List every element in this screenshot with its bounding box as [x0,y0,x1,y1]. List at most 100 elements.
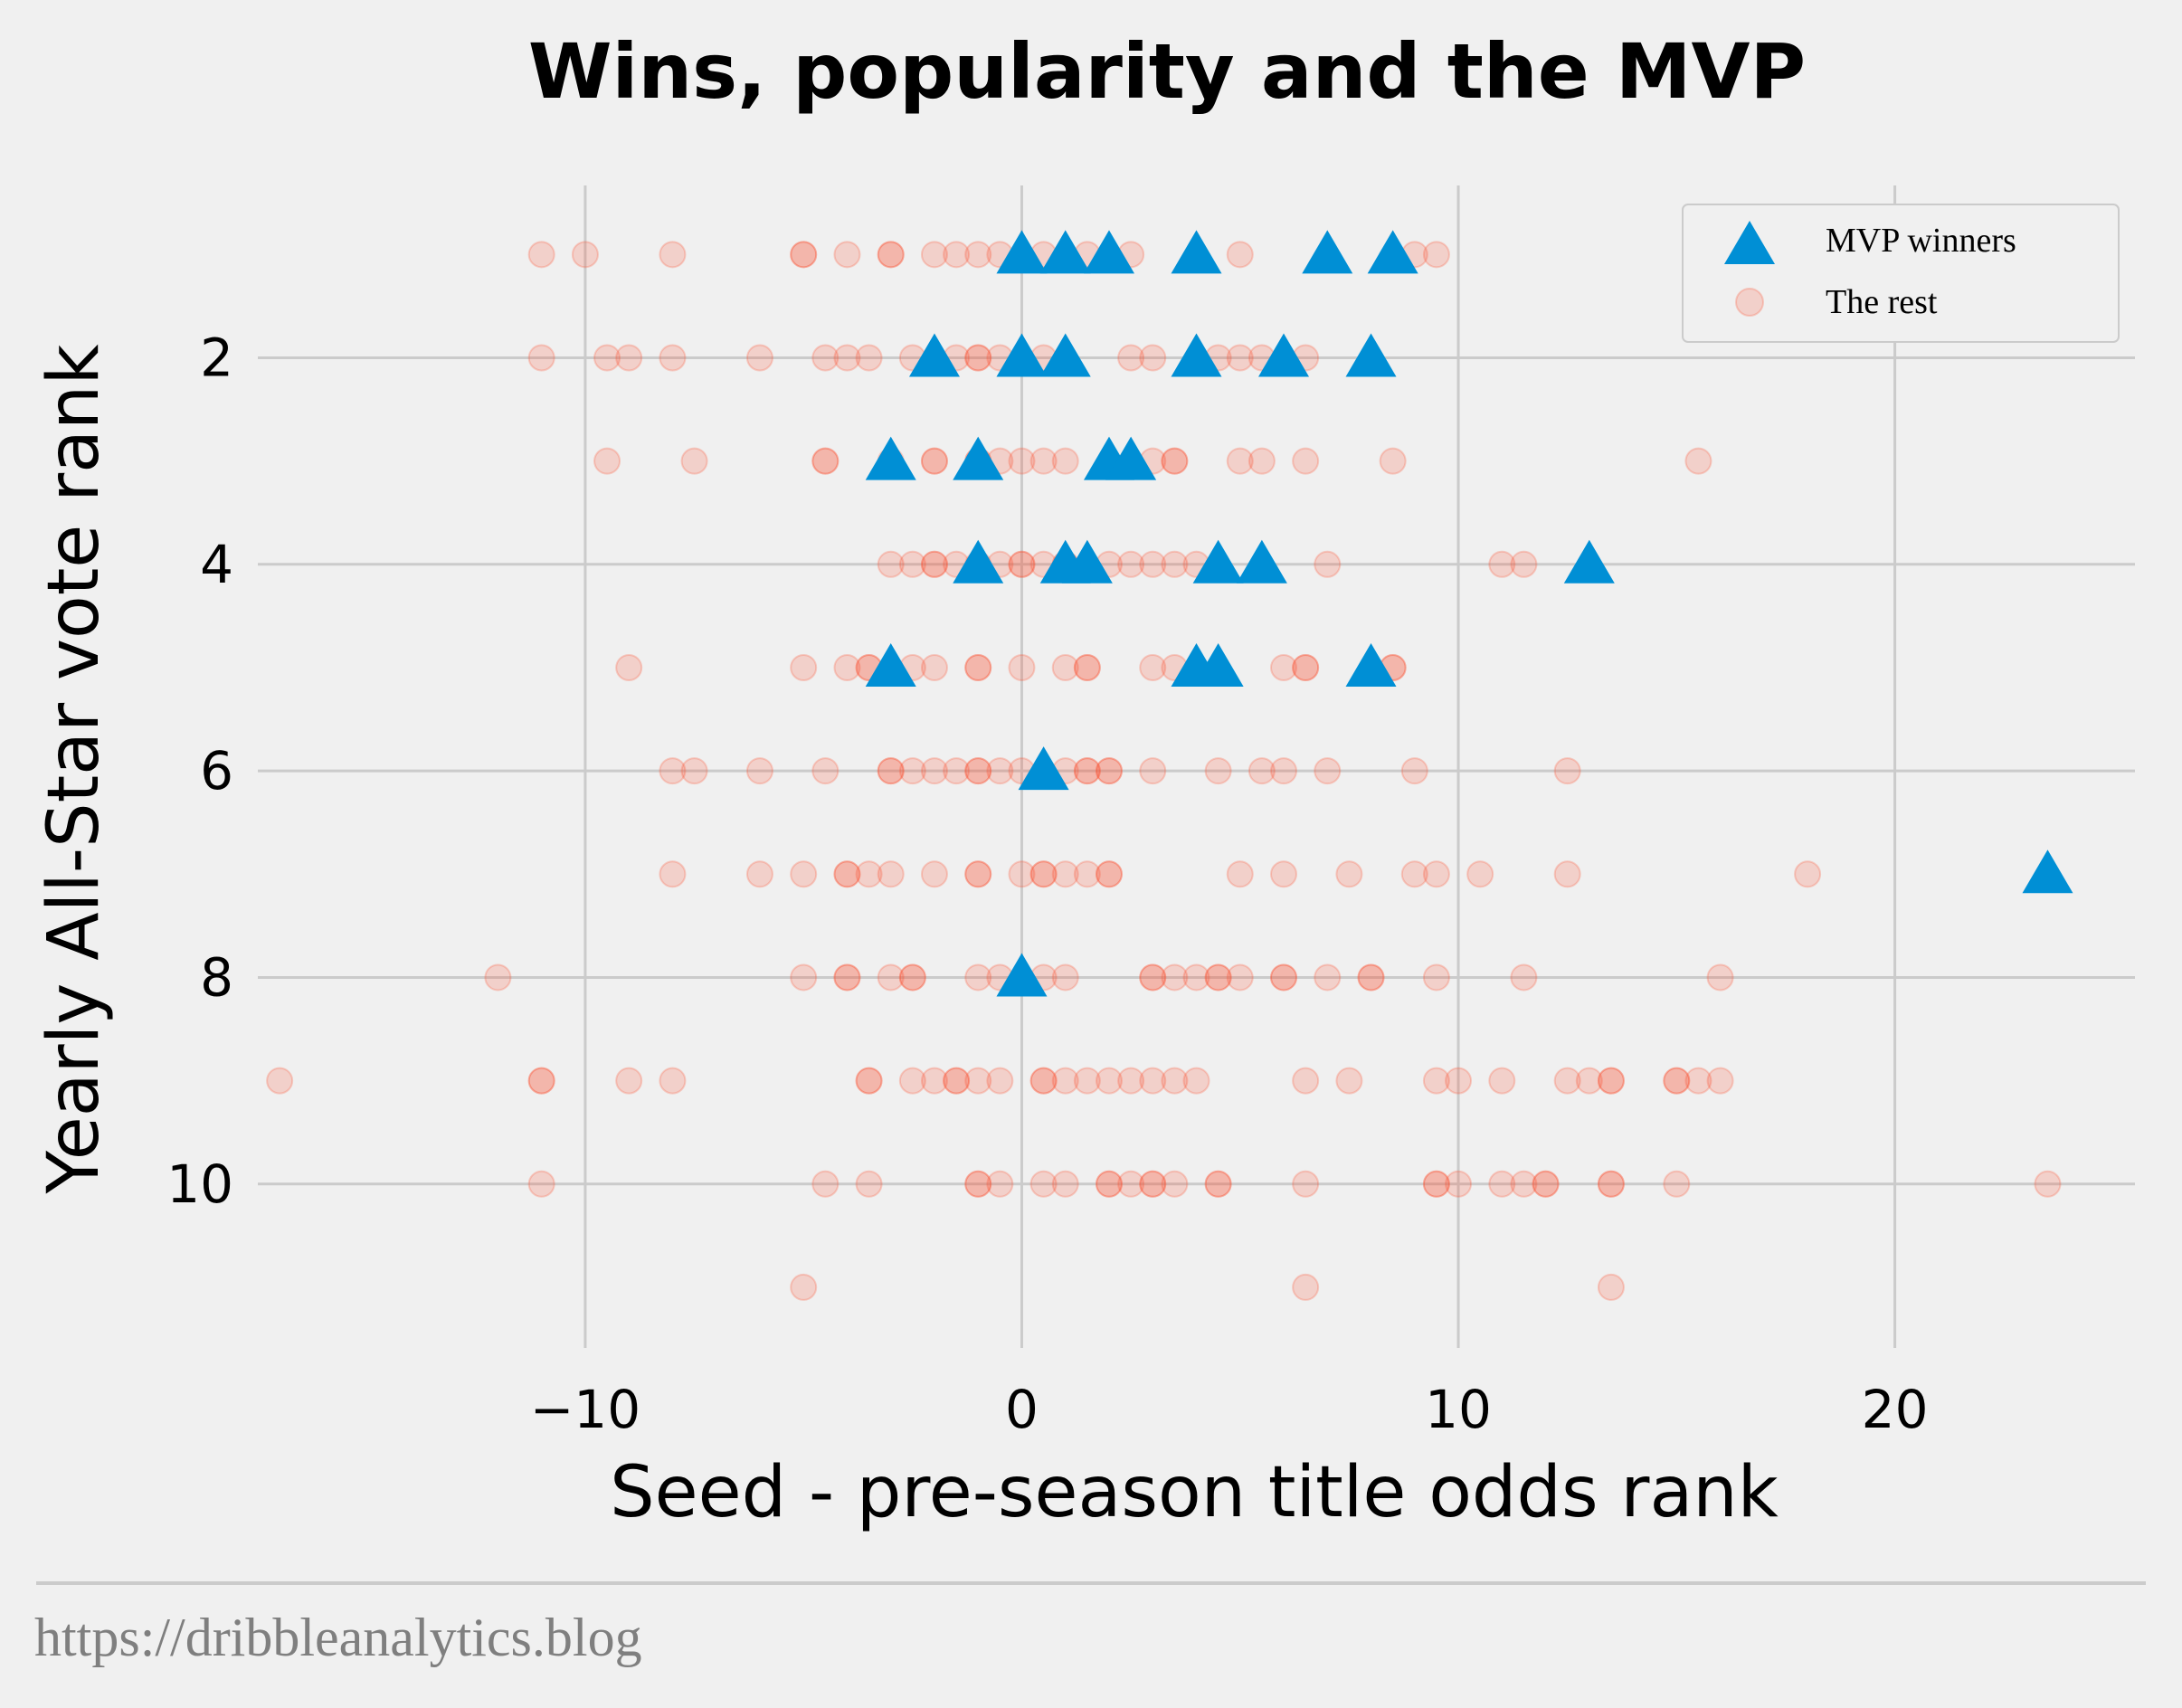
point-the-rest [1335,1067,1363,1095]
point-mvp-winner [1039,230,1091,274]
legend-label-mvp: MVP winners [1826,222,2016,260]
point-the-rest [920,241,948,269]
point-the-rest [943,1067,971,1095]
point-the-rest [1357,963,1385,992]
point-the-rest [943,1067,971,1095]
point-the-rest [1597,1067,1625,1095]
point-the-rest [1794,860,1822,888]
point-mvp-winner [1367,230,1418,274]
point-the-rest [1139,963,1167,992]
point-the-rest [964,860,992,888]
point-the-rest [1073,1067,1101,1095]
point-the-rest [1073,860,1101,888]
point-the-rest [986,1067,1014,1095]
point-the-rest [1292,1067,1320,1095]
point-the-rest [1161,447,1189,475]
point-mvp-winner [996,953,1048,997]
point-the-rest [615,653,643,681]
point-the-rest [1314,757,1342,785]
point-the-rest [1445,1067,1473,1095]
point-the-rest [1597,1273,1625,1301]
y-tick-label: 8 [200,946,233,1008]
point-the-rest [1248,757,1276,785]
point-the-rest [1292,447,1320,475]
point-the-rest [811,447,840,475]
point-the-rest [855,1067,883,1095]
point-the-rest [833,963,861,992]
point-the-rest [1095,1067,1123,1095]
point-the-rest [898,1067,926,1095]
point-the-rest [1292,1273,1320,1301]
y-tick-label: 4 [200,534,233,595]
point-the-rest [1139,1170,1167,1198]
point-mvp-winner [1345,333,1397,377]
point-the-rest [527,344,555,372]
point-the-rest [1270,963,1298,992]
point-the-rest [790,653,818,681]
point-the-rest [1663,1067,1691,1095]
point-the-rest [1095,757,1123,785]
point-the-rest [1029,860,1058,888]
point-the-rest [790,1273,818,1301]
point-the-rest [1532,1170,1560,1198]
point-the-rest [1204,963,1232,992]
point-the-rest [659,1067,687,1095]
point-the-rest [1226,241,1254,269]
point-mvp-winner [1083,230,1134,274]
y-tick-label: 10 [166,1153,233,1215]
point-the-rest [855,860,883,888]
point-the-rest [790,860,818,888]
point-the-rest [593,447,621,475]
point-the-rest [964,1170,992,1198]
point-mvp-winner [1171,333,1222,377]
legend: MVP winners The rest [1682,204,2120,343]
point-the-rest [1117,344,1145,372]
point-mvp-winner [1018,746,1069,791]
point-the-rest [1051,963,1079,992]
point-the-rest [745,860,773,888]
point-mvp-winner [1563,539,1615,584]
point-the-rest [1029,447,1058,475]
point-the-rest [1488,550,1516,578]
x-axis-label: Seed - pre-season title odds rank [610,1452,1779,1533]
point-the-rest [790,241,818,269]
point-the-rest [1182,1067,1210,1095]
point-the-rest [964,344,992,372]
chart-title: Wins, popularity and the MVP [528,27,1806,116]
point-the-rest [1663,1170,1691,1198]
x-tick-label: 20 [1862,1379,1929,1440]
legend-circle-marker [1735,288,1764,317]
point-the-rest [659,344,687,372]
point-the-rest [527,1067,555,1095]
point-the-rest [1139,1067,1167,1095]
point-the-rest [1292,653,1320,681]
point-the-rest [1706,963,1734,992]
point-the-rest [964,653,992,681]
point-the-rest [571,241,599,269]
point-the-rest [745,757,773,785]
point-the-rest [877,241,905,269]
point-the-rest [811,344,840,372]
point-the-rest [920,1067,948,1095]
point-the-rest [680,757,708,785]
point-the-rest [1335,860,1363,888]
point-the-rest [1073,653,1101,681]
point-the-rest [1182,963,1210,992]
point-the-rest [1008,653,1036,681]
point-the-rest [877,757,905,785]
point-the-rest [1204,1170,1232,1198]
point-the-rest [964,757,992,785]
point-mvp-winner [1171,230,1222,274]
point-mvp-winner [1192,642,1244,687]
point-the-rest [855,344,883,372]
point-mvp-winner [865,642,916,687]
point-the-rest [1226,963,1254,992]
point-the-rest [855,1067,883,1095]
point-the-rest [1226,344,1254,372]
point-the-rest [1095,1170,1123,1198]
point-the-rest [1117,1067,1145,1095]
point-the-rest [1357,963,1385,992]
point-the-rest [986,757,1014,785]
point-the-rest [1270,963,1298,992]
point-the-rest [1488,1170,1516,1198]
